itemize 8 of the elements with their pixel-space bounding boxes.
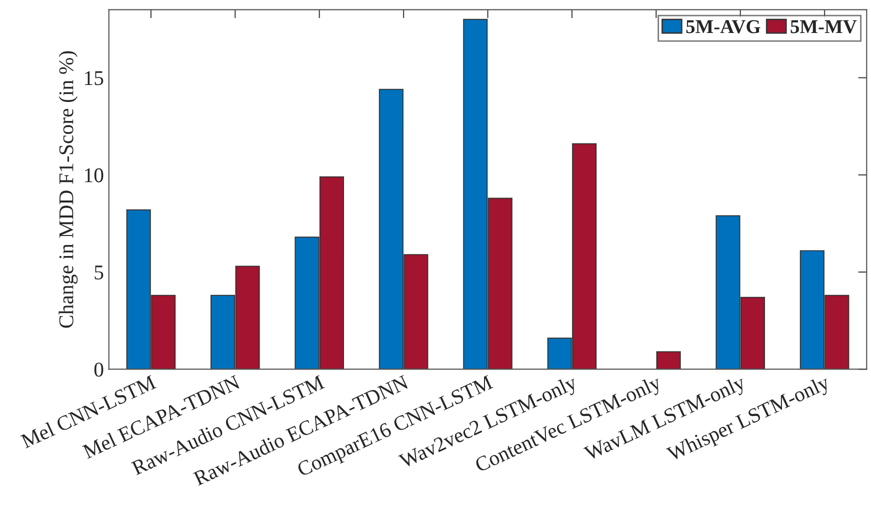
bar [656,351,681,370]
legend-label: 5M-MV [790,20,857,34]
y-tick-label: 0 [94,362,104,377]
y-tick-label: 5 [94,266,104,280]
y-tick-label: 10 [85,168,104,182]
y-tick-label: 15 [85,71,104,86]
legend-label: 5M-AVG [686,20,760,34]
y-axis-title: Change in MDD F1-Score (in %) [58,51,78,328]
